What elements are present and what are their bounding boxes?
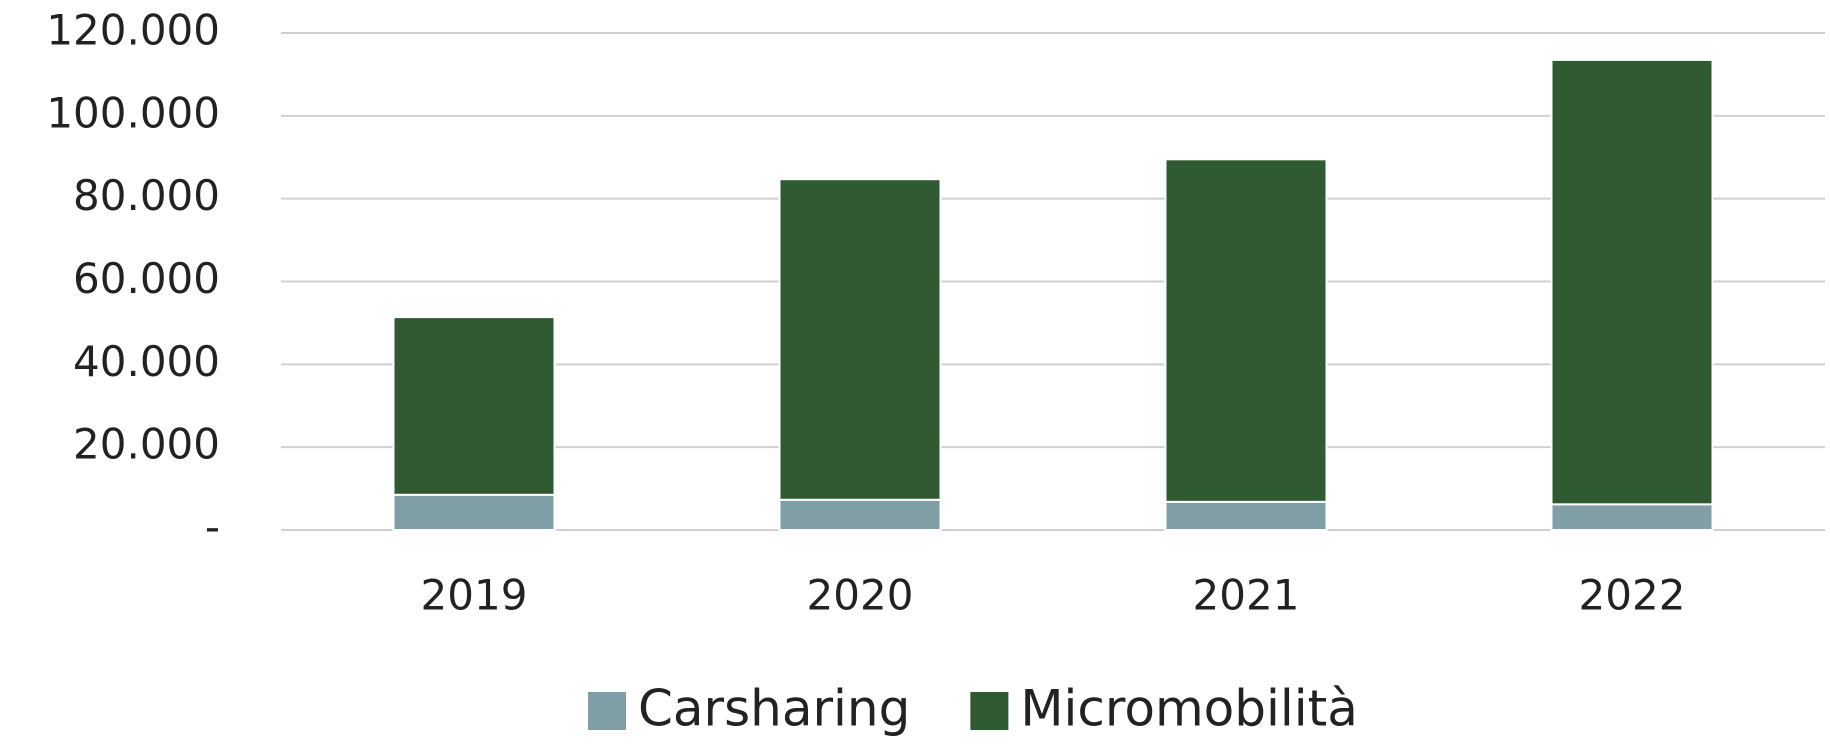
bar-segment bbox=[1550, 58, 1714, 506]
y-tick-label: 120.000 bbox=[46, 6, 220, 55]
legend-label: Carsharing bbox=[638, 680, 910, 738]
bar-segment bbox=[392, 316, 556, 496]
x-tick-label: 2022 bbox=[1579, 571, 1686, 620]
legend-swatch bbox=[970, 692, 1009, 730]
y-tick-label: 60.000 bbox=[73, 254, 220, 303]
bar-segment bbox=[1164, 158, 1328, 503]
bar-segment bbox=[1550, 503, 1714, 531]
legend-label: Micromobilità bbox=[1020, 680, 1358, 738]
bar-segment bbox=[392, 493, 556, 532]
y-tick-label: 20.000 bbox=[73, 420, 220, 469]
y-tick-label: 80.000 bbox=[73, 171, 220, 220]
bar-segment bbox=[1164, 500, 1328, 532]
x-tick-label: 2021 bbox=[1193, 571, 1300, 620]
bar-segment bbox=[778, 178, 942, 501]
legend-swatch bbox=[588, 692, 626, 730]
x-tick-label: 2020 bbox=[807, 571, 914, 620]
y-tick-label: - bbox=[205, 503, 220, 552]
y-tick-label: 40.000 bbox=[73, 337, 220, 386]
x-tick-label: 2019 bbox=[421, 571, 528, 620]
y-tick-label: 100.000 bbox=[46, 88, 220, 137]
bar-segment bbox=[778, 498, 942, 532]
